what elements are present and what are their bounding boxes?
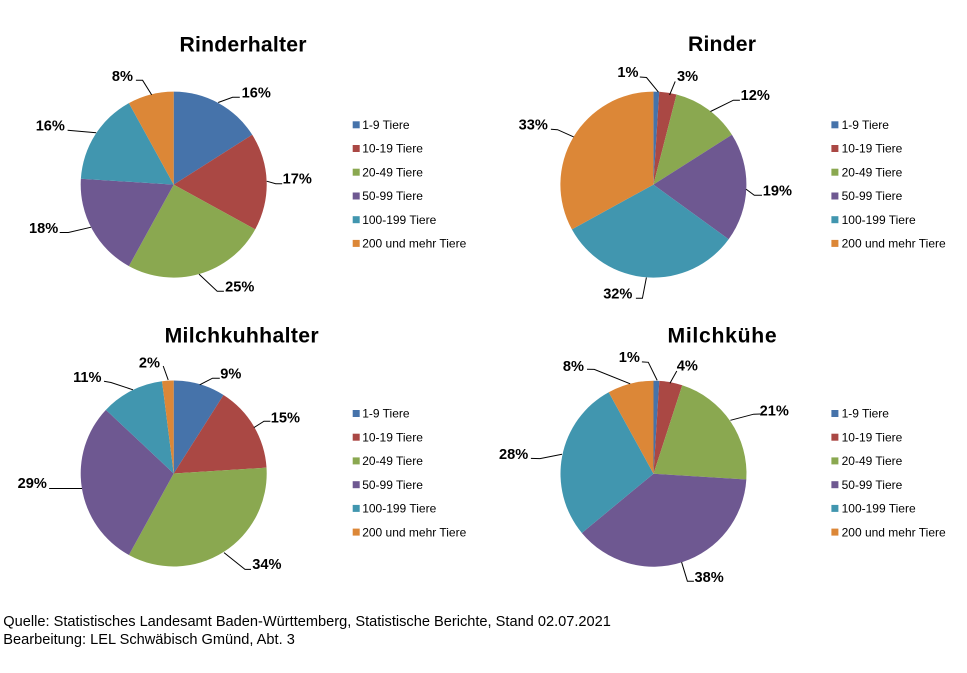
svg-text:11%: 11%	[73, 370, 101, 386]
svg-text:34%: 34%	[252, 557, 281, 573]
svg-text:20-49 Tiere: 20-49 Tiere	[842, 454, 903, 468]
svg-text:1-9 Tiere: 1-9 Tiere	[362, 407, 410, 421]
svg-text:Rinder: Rinder	[688, 33, 756, 56]
svg-text:20-49 Tiere: 20-49 Tiere	[362, 165, 423, 179]
svg-text:9%: 9%	[220, 366, 241, 382]
svg-text:3%: 3%	[677, 69, 698, 85]
svg-text:25%: 25%	[225, 279, 254, 295]
svg-text:33%: 33%	[519, 118, 548, 134]
svg-text:Quelle: Statistisches Landesam: Quelle: Statistisches Landesamt Baden-Wü…	[3, 614, 611, 630]
svg-text:1-9 Tiere: 1-9 Tiere	[842, 118, 890, 132]
svg-text:16%: 16%	[242, 85, 271, 101]
svg-text:50-99 Tiere: 50-99 Tiere	[842, 189, 903, 203]
svg-text:200 und mehr Tiere: 200 und mehr Tiere	[362, 237, 466, 251]
svg-text:10-19 Tiere: 10-19 Tiere	[842, 142, 903, 156]
svg-text:1-9 Tiere: 1-9 Tiere	[842, 407, 890, 421]
svg-text:8%: 8%	[563, 359, 584, 375]
svg-text:50-99 Tiere: 50-99 Tiere	[842, 478, 903, 492]
svg-text:Rinderhalter: Rinderhalter	[179, 34, 306, 57]
svg-text:21%: 21%	[760, 403, 789, 419]
svg-text:32%: 32%	[603, 287, 632, 303]
svg-text:20-49 Tiere: 20-49 Tiere	[362, 454, 423, 468]
svg-text:Bearbeitung: LEL Schwäbisch Gm: Bearbeitung: LEL Schwäbisch Gmünd, Abt. …	[3, 632, 295, 648]
svg-text:29%: 29%	[18, 476, 47, 492]
svg-text:4%: 4%	[677, 358, 698, 374]
svg-text:100-199 Tiere: 100-199 Tiere	[842, 502, 916, 516]
svg-text:200 und mehr Tiere: 200 und mehr Tiere	[842, 525, 946, 539]
svg-text:12%: 12%	[741, 88, 770, 104]
svg-text:200 und mehr Tiere: 200 und mehr Tiere	[842, 237, 946, 251]
svg-text:1-9 Tiere: 1-9 Tiere	[362, 118, 410, 132]
svg-text:15%: 15%	[271, 410, 300, 426]
svg-text:100-199 Tiere: 100-199 Tiere	[842, 213, 916, 227]
svg-text:200 und mehr Tiere: 200 und mehr Tiere	[362, 525, 466, 539]
svg-text:10-19 Tiere: 10-19 Tiere	[842, 430, 903, 444]
svg-text:16%: 16%	[36, 119, 65, 135]
svg-text:19%: 19%	[763, 184, 792, 200]
svg-text:18%: 18%	[29, 221, 58, 237]
svg-text:2%: 2%	[139, 355, 160, 371]
svg-text:20-49 Tiere: 20-49 Tiere	[842, 165, 903, 179]
svg-text:100-199 Tiere: 100-199 Tiere	[362, 213, 436, 227]
svg-text:10-19 Tiere: 10-19 Tiere	[362, 142, 423, 156]
svg-text:50-99 Tiere: 50-99 Tiere	[362, 189, 423, 203]
svg-text:Milchkuhhalter: Milchkuhhalter	[165, 324, 319, 347]
svg-text:17%: 17%	[283, 171, 312, 187]
svg-text:28%: 28%	[499, 447, 528, 463]
svg-text:8%: 8%	[112, 69, 133, 85]
svg-text:100-199 Tiere: 100-199 Tiere	[362, 502, 436, 516]
svg-text:Milchkühe: Milchkühe	[667, 324, 777, 347]
svg-text:1%: 1%	[617, 65, 638, 81]
svg-text:10-19 Tiere: 10-19 Tiere	[362, 430, 423, 444]
svg-text:1%: 1%	[619, 350, 640, 366]
svg-text:50-99 Tiere: 50-99 Tiere	[362, 478, 423, 492]
svg-text:38%: 38%	[695, 570, 724, 586]
